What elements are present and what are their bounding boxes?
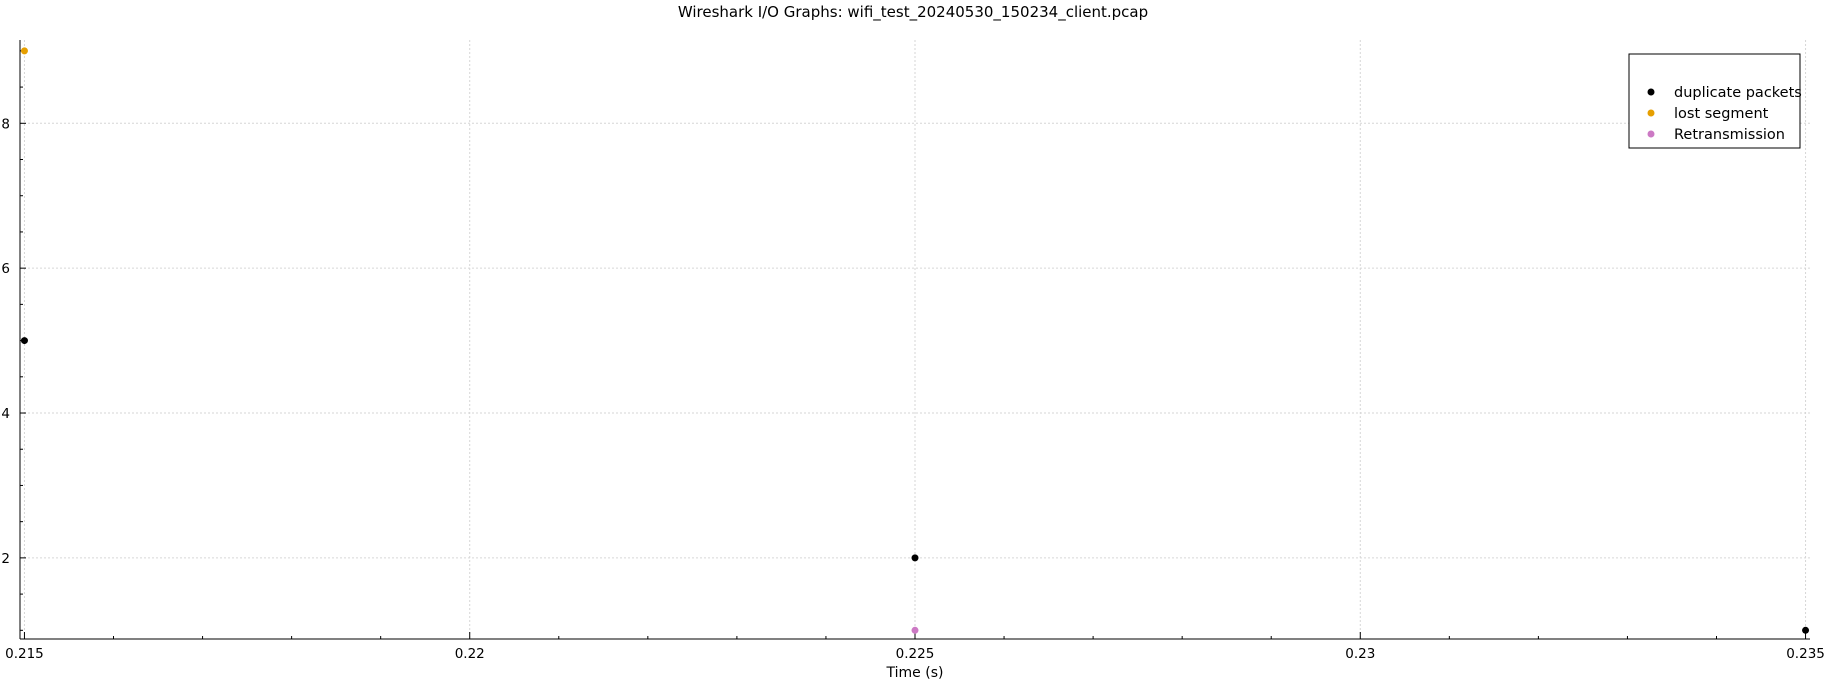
y-tick-label: 2 [1, 551, 10, 567]
data-point [911, 554, 919, 562]
y-tick-label: 6 [1, 261, 10, 277]
x-tick-label: 0.225 [896, 646, 935, 662]
legend-marker [1647, 109, 1655, 117]
x-axis-label: Time (s) [886, 665, 944, 681]
data-points [20, 47, 1810, 634]
x-tick-label: 0.23 [1345, 646, 1375, 662]
legend-box [1628, 53, 1801, 149]
legend-label: Retransmission [1674, 127, 1785, 143]
x-tick-label: 0.215 [5, 646, 44, 662]
legend-label: lost segment [1674, 106, 1769, 122]
x-tick-label: 0.235 [1786, 646, 1825, 662]
chart-title: Wireshark I/O Graphs: wifi_test_20240530… [678, 3, 1148, 22]
legend: duplicate packets lost segment Retransmiss… [1628, 53, 1802, 149]
data-point [911, 626, 919, 634]
grid-lines [20, 40, 1810, 639]
x-tick-label: 0.22 [455, 646, 485, 662]
data-point [20, 337, 28, 345]
legend-marker [1647, 130, 1655, 138]
legend-marker [1647, 88, 1655, 96]
axis-ticks: 0.215 0.22 0.225 0.23 0.235 2 4 6 8 [1, 50, 1825, 662]
data-point [1802, 626, 1810, 634]
legend-label: duplicate packets [1674, 85, 1802, 101]
data-point [20, 47, 28, 55]
y-tick-label: 8 [1, 116, 10, 132]
y-tick-label: 4 [1, 406, 10, 422]
